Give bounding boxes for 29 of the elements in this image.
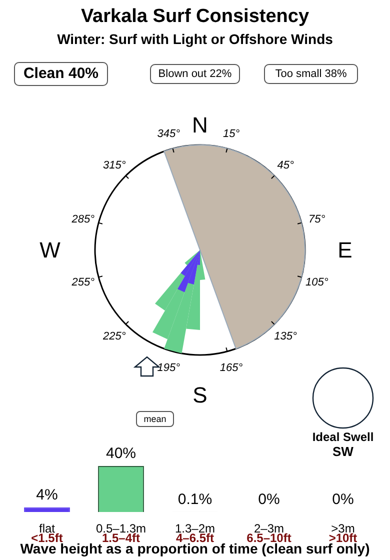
text: W <box>40 238 61 263</box>
text: Clean 40% <box>14 62 108 86</box>
data-label: 4% <box>36 486 58 504</box>
text: 105° <box>305 276 329 288</box>
data-label: 0.1% <box>178 490 212 508</box>
text: SW <box>332 444 354 459</box>
text: S <box>192 382 208 408</box>
text: Blown out 22% <box>150 64 240 84</box>
data-label: 40% <box>106 445 136 462</box>
text: 45° <box>277 159 294 172</box>
data-label: 0% <box>258 491 280 508</box>
data-label: 0% <box>332 491 354 508</box>
text: 15° <box>222 128 240 140</box>
text: Varkala Surf Consistency <box>80 6 310 28</box>
text: 135° <box>274 330 298 343</box>
text: mean <box>136 411 174 427</box>
text: 285° <box>70 214 96 226</box>
text: N <box>192 112 208 138</box>
text: Too small 38% <box>264 64 358 84</box>
text: Ideal Swell <box>311 430 375 444</box>
text: 315° <box>103 159 126 172</box>
text: 345° <box>157 128 181 140</box>
text: 255° <box>70 276 96 288</box>
text: 75° <box>308 214 326 226</box>
text: 195° <box>157 362 181 374</box>
text: 165° <box>220 362 244 374</box>
text: Winter: Surf with Light or Offshore Winds <box>56 31 334 47</box>
text: 225° <box>102 330 126 343</box>
text: E <box>338 238 352 263</box>
